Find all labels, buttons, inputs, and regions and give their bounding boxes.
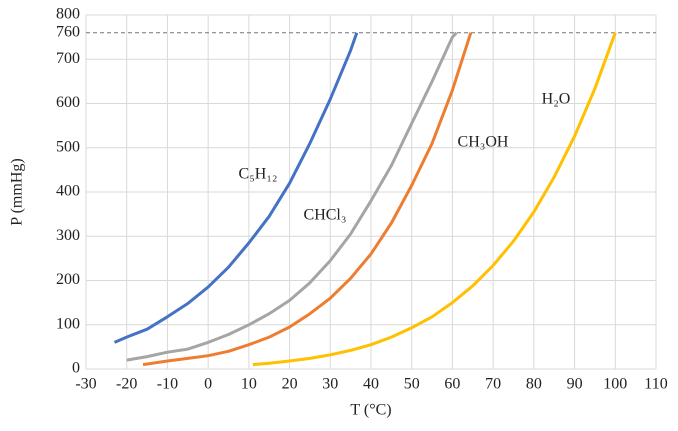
x-tick-label: -30 bbox=[75, 376, 96, 393]
series-label: H₂O bbox=[542, 91, 571, 108]
x-axis-label: T (°C) bbox=[350, 402, 391, 419]
line-series bbox=[142, 32, 473, 367]
x-tick-label: 30 bbox=[322, 376, 338, 393]
y-tick-label: 400 bbox=[56, 183, 80, 200]
y-tick-label: 800 bbox=[56, 6, 80, 23]
x-tick-label: 50 bbox=[404, 376, 420, 393]
line-series bbox=[252, 32, 617, 367]
y-tick-label: 700 bbox=[56, 50, 80, 67]
y-tick-label: 500 bbox=[56, 138, 80, 155]
x-tick-label: 20 bbox=[282, 376, 298, 393]
x-tick-label: 40 bbox=[363, 376, 379, 393]
x-tick-label: 90 bbox=[567, 376, 583, 393]
series-label: CHCl₃ bbox=[304, 207, 347, 224]
y-tick-label: 600 bbox=[56, 94, 80, 111]
line-series bbox=[126, 31, 458, 362]
x-tick-label: 80 bbox=[526, 376, 542, 393]
y-tick-label: 200 bbox=[56, 271, 80, 288]
x-tick-label: -20 bbox=[116, 376, 137, 393]
x-tick-label: -10 bbox=[157, 376, 178, 393]
x-tick-label: 70 bbox=[485, 376, 501, 393]
y-tick-label: 760 bbox=[56, 23, 80, 40]
y-tick-label: 300 bbox=[56, 227, 80, 244]
x-tick-label: 10 bbox=[241, 376, 257, 393]
series-label: C₅H₁₂ bbox=[239, 166, 278, 183]
x-tick-label: 110 bbox=[644, 376, 667, 393]
y-tick-label: 100 bbox=[56, 315, 80, 332]
x-tick-label: 100 bbox=[603, 376, 627, 393]
x-tick-label: 0 bbox=[204, 376, 212, 393]
series-label: CH₃OH bbox=[458, 134, 509, 151]
y-tick-label: 0 bbox=[72, 360, 80, 377]
x-tick-label: 60 bbox=[444, 376, 460, 393]
y-axis-label: P (mmHg) bbox=[9, 158, 26, 225]
line-series bbox=[113, 32, 359, 344]
